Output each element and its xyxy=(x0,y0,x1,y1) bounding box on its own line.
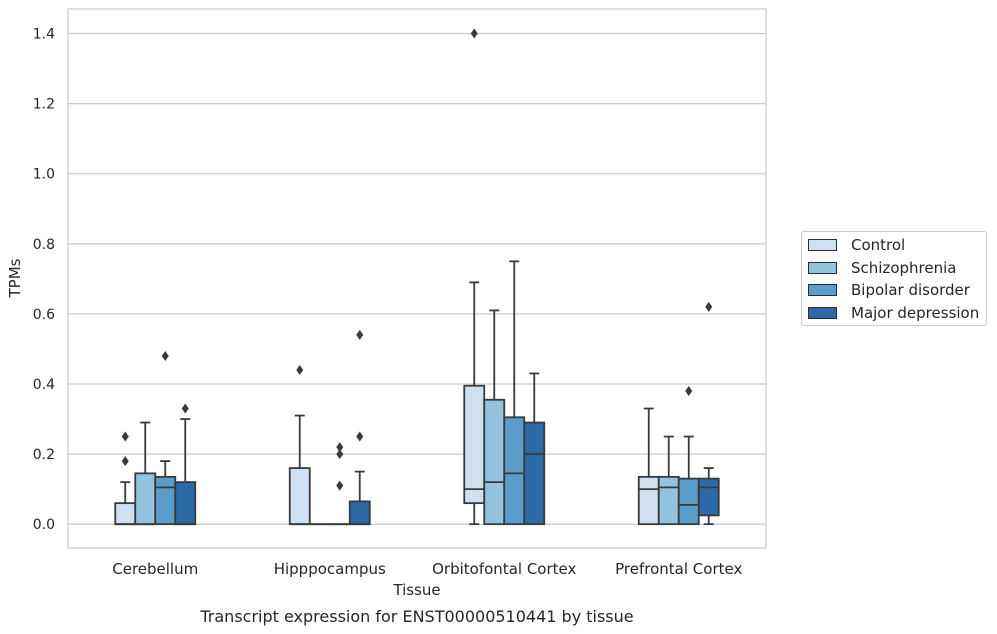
legend-label-schizophrenia: Schizophrenia xyxy=(851,259,957,277)
plot-area-frame xyxy=(67,8,767,549)
legend-swatch-schizophrenia xyxy=(808,262,837,274)
outlier-prefrontal-cortex-bipolar-disorder-0 xyxy=(685,385,693,396)
y-tick-label-0.0: 0.0 xyxy=(33,517,55,533)
box-group-hipppocampus xyxy=(288,329,371,526)
outlier-cerebellum-major-depression-0 xyxy=(181,403,189,414)
box-hipppocampus-major-depression xyxy=(348,500,371,526)
chart-caption: Transcript expression for ENST0000051044… xyxy=(199,607,633,626)
y-tick-labels: 0.0 0.2 0.4 0.6 0.8 1.0 1.2 1.4 xyxy=(33,27,55,534)
outlier-hipppocampus-major-depression-0 xyxy=(356,431,364,442)
box-prefrontal-cortex-major-depression xyxy=(697,477,720,517)
box-group-cerebellum xyxy=(114,350,197,526)
legend-item-bipolar-disorder: Bipolar disorder xyxy=(808,281,970,299)
legend-item-major-depression: Major depression xyxy=(808,304,979,322)
legend-label-major-depression: Major depression xyxy=(851,304,980,322)
legend: Control Schizophrenia Bipolar disorder M… xyxy=(801,231,987,326)
y-tick-label-0.8: 0.8 xyxy=(33,237,55,253)
box-cerebellum-bipolar-disorder xyxy=(154,475,177,526)
x-tick-label-orbitofontal-cortex: Orbitofontal Cortex xyxy=(432,560,576,578)
legend-label-control: Control xyxy=(851,236,906,254)
box-prefrontal-cortex-bipolar-disorder xyxy=(677,477,700,526)
box-group-prefrontal-cortex xyxy=(637,301,720,526)
box-orbitofontal-cortex-major-depression xyxy=(523,421,546,526)
y-tick-label-1.0: 1.0 xyxy=(33,167,55,183)
y-tick-label-0.4: 0.4 xyxy=(33,377,55,393)
x-tick-labels: Cerebellum Hipppocampus Orbitofontal Corte… xyxy=(112,560,742,578)
box-orbitofontal-cortex-schizophrenia xyxy=(483,398,506,526)
legend-swatch-bipolar-disorder xyxy=(808,284,837,296)
box-prefrontal-cortex-control xyxy=(637,475,660,526)
y-tick-label-0.2: 0.2 xyxy=(33,447,55,463)
box-cerebellum-control xyxy=(114,502,137,526)
outlier-hipppocampus-major-depression-1 xyxy=(356,329,364,340)
legend-swatch-major-depression xyxy=(808,307,837,319)
outlier-orbitofontal-cortex-control-0 xyxy=(470,28,478,39)
x-tick-label-cerebellum: Cerebellum xyxy=(112,560,198,578)
box-orbitofontal-cortex-control xyxy=(463,384,486,505)
legend-item-control: Control xyxy=(808,236,905,254)
y-tick-label-0.6: 0.6 xyxy=(33,307,55,323)
outlier-prefrontal-cortex-major-depression-0 xyxy=(705,301,713,312)
legend-label-bipolar-disorder: Bipolar disorder xyxy=(851,281,970,299)
box-prefrontal-cortex-schizophrenia xyxy=(657,475,680,526)
box-cerebellum-schizophrenia xyxy=(134,472,157,526)
x-axis-label: Tissue xyxy=(392,581,440,599)
box-hipppocampus-control xyxy=(288,467,311,526)
box-group-orbitofontal-cortex xyxy=(463,28,546,526)
y-axis-label: TPMs xyxy=(6,258,24,298)
box-cerebellum-major-depression xyxy=(174,481,197,526)
box-orbitofontal-cortex-bipolar-disorder xyxy=(503,416,526,526)
x-tick-label-prefrontal-cortex: Prefrontal Cortex xyxy=(615,560,742,578)
outlier-hipppocampus-bipolar-disorder-0 xyxy=(336,480,344,491)
outlier-cerebellum-control-1 xyxy=(121,431,129,442)
box-groups xyxy=(114,28,720,526)
gridlines xyxy=(68,32,766,525)
legend-swatch-control xyxy=(808,239,837,251)
outlier-hipppocampus-bipolar-disorder-1 xyxy=(336,449,344,460)
outlier-cerebellum-bipolar-disorder-0 xyxy=(161,350,169,361)
y-tick-label-1.2: 1.2 xyxy=(33,97,55,113)
outlier-hipppocampus-control-0 xyxy=(296,364,304,375)
x-tick-label-hipppocampus: Hipppocampus xyxy=(274,560,386,578)
y-tick-label-1.4: 1.4 xyxy=(33,27,55,43)
outlier-hipppocampus-bipolar-disorder-2 xyxy=(336,442,344,453)
outlier-cerebellum-control-0 xyxy=(121,456,129,467)
legend-item-schizophrenia: Schizophrenia xyxy=(808,259,956,277)
